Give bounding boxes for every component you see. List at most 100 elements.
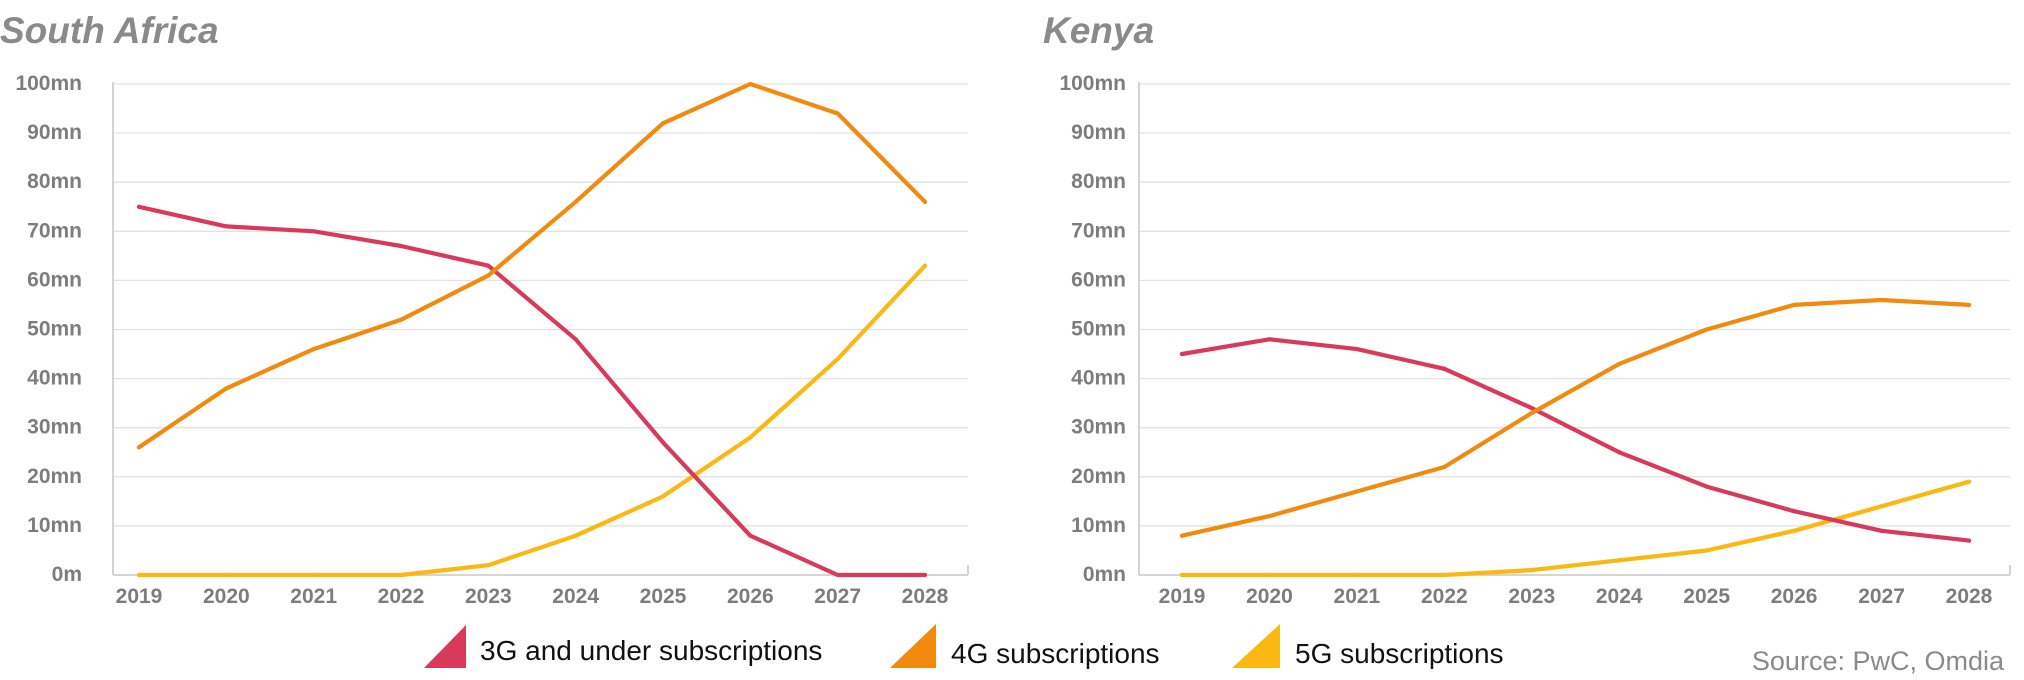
y-tick-label: 50mn [1071,318,1126,341]
x-tick-label: 2026 [1771,585,1818,608]
data-point-3g [1704,484,1709,489]
data-point-3g [1792,509,1797,514]
data-point-4g [398,317,404,322]
x-tick-label: 2021 [290,585,337,608]
chart-title: Kenya [1043,10,1154,51]
x-tick-label: 2026 [727,585,774,608]
data-point-5g [311,572,316,578]
data-point-4g [660,121,666,126]
y-tick-label: 0mn [1083,563,1126,586]
y-tick-label: 40mn [1071,367,1126,390]
series-line-4g [1179,297,1972,538]
data-point-5g [136,572,142,578]
x-tick-label: 2021 [1334,585,1381,608]
data-point-3g [1267,337,1272,342]
data-point-4g [486,273,491,278]
chart-title: South Africa [0,10,219,51]
data-point-4g [311,347,316,352]
y-tick-label: 30mn [27,416,82,439]
data-point-3g [748,533,753,538]
data-point-3g [486,263,491,268]
data-point-5g [1879,504,1884,509]
data-point-5g [660,494,666,499]
x-tick-label: 2019 [116,585,163,608]
data-point-3g [835,572,840,578]
data-point-3g [573,337,578,342]
data-point-3g [1617,450,1622,455]
y-tick-label: 70mn [1071,219,1126,242]
data-point-5g [1354,572,1359,578]
legend-swatch-3g [424,625,466,668]
data-point-4g [922,199,928,204]
y-tick-label: 40mn [27,367,82,390]
x-tick-label: 2027 [1858,585,1905,608]
chart-panel-south-africa: South Africa 0m 10mn 20mn 30mn 40mn 50mn 60mn 7… [0,10,969,608]
legend: 3G and under subscriptions 4G subscripti… [424,624,1504,669]
y-tick-label: 60mn [27,268,82,291]
series-line-5g [1179,479,1972,578]
source-note: Source: PwC, Omdia [1752,646,2005,676]
data-point-5g [573,533,578,538]
data-point-4g [1704,327,1709,332]
data-point-3g [1529,405,1534,411]
data-point-3g [224,224,229,229]
data-point-4g [136,445,142,450]
y-tick-label: 30mn [1071,416,1126,439]
data-point-4g [748,81,753,87]
legend-label-5g: 5G subscriptions [1295,638,1504,669]
data-point-5g [1966,479,1972,484]
data-point-5g [1267,572,1272,578]
data-point-3g [660,440,666,445]
data-point-3g [1179,351,1185,357]
y-tick-label: 80mn [27,170,82,193]
data-point-4g [1879,297,1884,303]
legend-item-5g: 5G subscriptions [1232,624,1504,669]
legend-label-3g: 3G and under subscriptions [480,635,822,666]
y-tick-label: 100mn [15,72,82,95]
legend-label-4g: 4G subscriptions [951,638,1160,669]
y-tick-label: 100mn [1059,72,1126,95]
data-point-3g [922,572,928,578]
data-point-4g [573,199,578,204]
data-point-5g [835,356,840,362]
y-tick-label: 10mn [27,514,82,537]
data-point-3g [136,204,142,209]
data-point-4g [835,111,840,116]
x-tick-label: 2027 [814,585,861,608]
legend-swatch-5g [1232,624,1280,668]
x-tick-label: 2024 [552,585,599,608]
data-point-5g [1792,528,1797,533]
y-tick-label: 20mn [1071,465,1126,488]
x-tick-label: 2023 [1508,585,1555,608]
y-tick-label: 80mn [1071,170,1126,193]
data-point-5g [1179,572,1185,578]
data-point-4g [1442,464,1447,470]
y-tick-label: 10mn [1071,514,1126,537]
data-point-5g [224,572,229,578]
data-point-4g [1179,533,1185,538]
data-point-4g [224,386,229,391]
data-point-5g [1442,572,1447,578]
data-point-5g [748,435,753,440]
x-tick-label: 2023 [465,585,512,608]
y-tick-label: 70mn [27,219,82,242]
x-tick-label: 2019 [1159,585,1206,608]
data-point-5g [1617,558,1622,563]
data-point-3g [1354,347,1359,352]
x-tick-label: 2020 [203,585,250,608]
data-point-4g [1267,513,1272,519]
x-tick-label: 2028 [902,585,949,608]
legend-swatch-4g [890,624,936,668]
legend-item-4g: 4G subscriptions [890,624,1160,669]
x-tick-label: 2022 [1421,585,1468,608]
x-tick-label: 2028 [1946,585,1993,608]
x-tick-label: 2022 [378,585,425,608]
data-point-5g [1529,567,1534,573]
series-line-4g [136,81,928,450]
chart-panel-kenya: Kenya 0mn 10mn 20mn 30mn 40mn 50mn 60mn 70mn 80m… [1043,10,2011,608]
data-point-5g [922,263,928,268]
data-point-5g [486,563,491,568]
data-point-3g [1966,538,1972,543]
data-point-3g [311,229,316,234]
